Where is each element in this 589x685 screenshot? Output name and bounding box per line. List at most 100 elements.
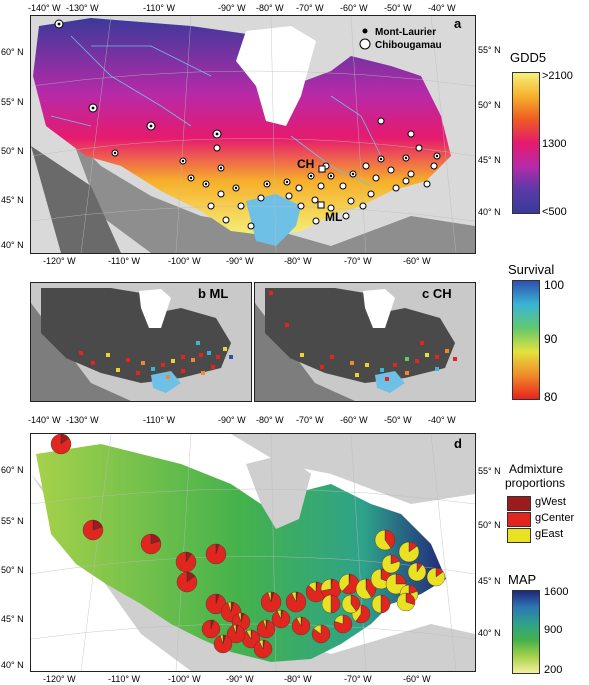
bottom-lon-label-d: -90° W [226, 674, 254, 684]
top-lon-label-d: -140° W [28, 415, 61, 425]
gcenter-label: gCenter [535, 512, 575, 524]
admixture-pie-slice [374, 529, 392, 551]
survival-label-100: 100 [544, 278, 565, 292]
bottom-lon-label-d: -60° W [403, 674, 431, 684]
map-legend-title: MAP [508, 572, 537, 587]
bottom-lon-label: -100° W [168, 256, 201, 266]
survival-colorbar [512, 280, 540, 400]
left-lat-label: 45° N [1, 195, 24, 205]
admixture-pie-slice [237, 612, 242, 623]
admixture-pie-slice [201, 619, 221, 639]
top-lon-label: -130° W [66, 3, 99, 13]
panel-d-admixture-map [30, 433, 476, 672]
panel-a-label: a [454, 16, 462, 31]
map-colorbar [512, 590, 540, 674]
admixture-legend: Admixture proportions gWest gCenter gEas… [505, 462, 589, 562]
right-lat-label-d: 55° N [478, 466, 501, 476]
admixture-pie-slice [205, 593, 227, 615]
admixture-pie-slice [371, 594, 382, 614]
bottom-lon-label: -70° W [344, 256, 372, 266]
geast-swatch [507, 528, 531, 543]
panel-c-label: c CH [422, 286, 452, 301]
right-lat-label-d: 40° N [478, 628, 501, 638]
admixture-pie-slice [232, 624, 237, 635]
ch-test-site-marker [318, 165, 326, 173]
top-lon-label: -110° W [143, 3, 175, 13]
admixture-pie-slice [246, 629, 252, 640]
top-lon-label-d: -90° W [218, 415, 246, 425]
admixture-pie-slice [253, 639, 273, 659]
survival-label-80: 80 [544, 390, 558, 404]
admixture-pie-slice [276, 609, 282, 620]
admixture-pie-slice [355, 578, 372, 600]
left-lat-label: 50° N [1, 146, 24, 156]
admixture-pie-slice [213, 635, 233, 654]
admixture-pie-slice [398, 541, 420, 563]
gdd5-map-svg: CH ML Mont-Laurier Chibougamau [31, 16, 475, 253]
left-lat-label-d: 55° N [1, 516, 24, 526]
admixture-pie-slice [355, 604, 371, 624]
ml-site-label: ML [325, 210, 342, 224]
gdd5-surface [33, 18, 451, 236]
survival-ch-squares [269, 291, 457, 381]
ml-test-site-marker [317, 201, 325, 209]
top-lon-label-d: -80° W [256, 415, 284, 425]
admixture-pie-slice [334, 614, 344, 625]
admixture-pie-slice [308, 581, 317, 593]
admixture-pie-slice [82, 519, 104, 541]
admixture-pie-slice [330, 594, 341, 614]
admixture-pie-slice [260, 592, 282, 613]
top-lon-label-d: -60° W [340, 415, 368, 425]
ch-site-label: CH [297, 157, 314, 171]
admixture-pie-slice [321, 594, 332, 614]
admixture-map-svg [31, 434, 475, 671]
top-lon-label: -80° W [256, 3, 284, 13]
right-lat-label: 45° N [478, 155, 501, 165]
left-lat-label-d: 50° N [1, 565, 24, 575]
admixture-pies [50, 434, 446, 659]
admixture-pie-slice [384, 529, 396, 549]
admixture-pie-slice [140, 533, 162, 555]
admixture-pie-slice [176, 571, 198, 593]
admixture-pie-slice [219, 634, 224, 645]
top-lon-label-d: -110° W [143, 415, 175, 425]
admixture-pie-slice [426, 567, 446, 587]
bottom-lon-label-d: -110° W [108, 674, 140, 684]
admixture-pie-slice [296, 616, 302, 627]
survival-ml-svg [31, 283, 251, 401]
left-lat-label: 55° N [1, 97, 24, 107]
panel-c-survival-ch [254, 282, 476, 402]
gdd5-max-label: >2100 [542, 70, 573, 82]
admixture-pie-slice [381, 554, 401, 574]
admixture-pie-slice [291, 591, 297, 603]
gdd5-colorbar [512, 72, 540, 214]
survival-ml-squares [79, 341, 233, 379]
left-lat-label: 60° N [1, 47, 24, 57]
survival-legend-title: Survival [508, 262, 555, 277]
admixture-pie-slice [320, 578, 332, 592]
mont-laurier-legend-dot [362, 28, 368, 34]
survival-ch-svg [255, 283, 475, 401]
top-lon-label: -70° W [296, 3, 324, 13]
right-lat-label-d: 50° N [478, 520, 501, 530]
left-lat-label-d: 60° N [1, 465, 24, 475]
admixture-pie-slice [226, 624, 246, 644]
right-lat-label-d: 45° N [478, 576, 501, 586]
mont-laurier-legend-label: Mont-Laurier [375, 27, 436, 38]
gdd5-mid-label: 1300 [542, 138, 567, 150]
top-lon-label: -140° W [28, 3, 61, 13]
chibougamau-legend-label: Chibougamau [375, 40, 442, 51]
panel-a-gdd5-map: CH ML Mont-Laurier Chibougamau [30, 15, 476, 254]
admixture-pie-slice [227, 601, 232, 613]
admixture-pie-slice [380, 594, 391, 614]
geast-label: gEast [535, 528, 564, 540]
admixture-pie-slice [205, 543, 227, 565]
admixture-pie-slice [350, 594, 361, 612]
admixture-pie-slice [271, 609, 291, 629]
admixture-pie-slice [175, 551, 197, 573]
land-relief [31, 56, 475, 253]
admixture-title-line2: proportions [505, 476, 566, 490]
bottom-lon-label-d: -100° W [168, 674, 201, 684]
gdd5-legend-title: GDD5 [510, 50, 547, 65]
bottom-lon-label: -110° W [108, 256, 140, 266]
